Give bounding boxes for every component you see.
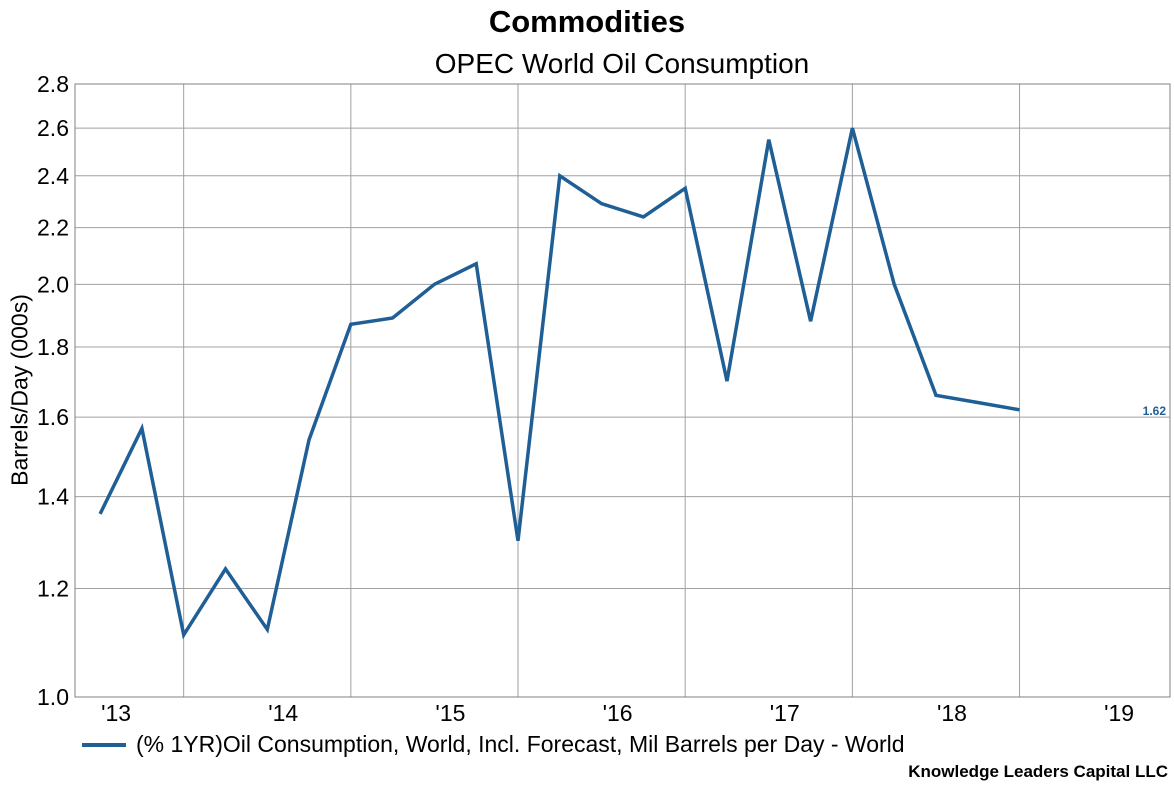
last-value-label: 1.62 bbox=[1143, 404, 1167, 418]
y-tick-label: 2.8 bbox=[37, 71, 69, 97]
grid-lines bbox=[75, 83, 1170, 698]
chart-title: Commodities bbox=[488, 4, 686, 39]
x-tick-label: '15 bbox=[435, 700, 465, 726]
chart-subtitle: OPEC World Oil Consumption bbox=[434, 48, 810, 79]
x-tick-label: '17 bbox=[770, 700, 800, 726]
credit-text: Knowledge Leaders Capital LLC bbox=[908, 762, 1168, 781]
y-tick-label: 1.0 bbox=[37, 684, 69, 710]
legend-label: (% 1YR)Oil Consumption, World, Incl. For… bbox=[136, 731, 905, 757]
y-tick-labels: 1.0 1.2 1.4 1.6 1.8 2.0 2.2 2.4 2.6 2.8 bbox=[37, 71, 69, 710]
plot-frame bbox=[74, 83, 1171, 698]
x-tick-label: '18 bbox=[937, 700, 967, 726]
series-line bbox=[98, 127, 1020, 640]
y-tick-label: 2.4 bbox=[37, 163, 69, 189]
y-tick-label: 1.2 bbox=[37, 575, 69, 601]
x-tick-labels: '13 '14 '15 '16 '17 '18 '19 bbox=[101, 700, 1134, 726]
y-tick-label: 2.0 bbox=[37, 271, 69, 297]
legend-swatch bbox=[82, 742, 126, 747]
axes bbox=[74, 83, 1171, 698]
x-tick-label: '19 bbox=[1104, 700, 1134, 726]
y-tick-label: 1.6 bbox=[37, 404, 69, 430]
x-tick-label: '16 bbox=[603, 700, 633, 726]
x-tick-label: '13 bbox=[101, 700, 131, 726]
x-tick-label: '14 bbox=[268, 700, 298, 726]
y-tick-label: 1.8 bbox=[37, 334, 69, 360]
y-tick-label: 1.4 bbox=[37, 484, 69, 510]
series-layer: 1.62 bbox=[98, 127, 1167, 640]
y-tick-label: 2.6 bbox=[37, 115, 69, 141]
legend: (% 1YR)Oil Consumption, World, Incl. For… bbox=[82, 731, 905, 758]
y-tick-label: 2.2 bbox=[37, 215, 69, 241]
